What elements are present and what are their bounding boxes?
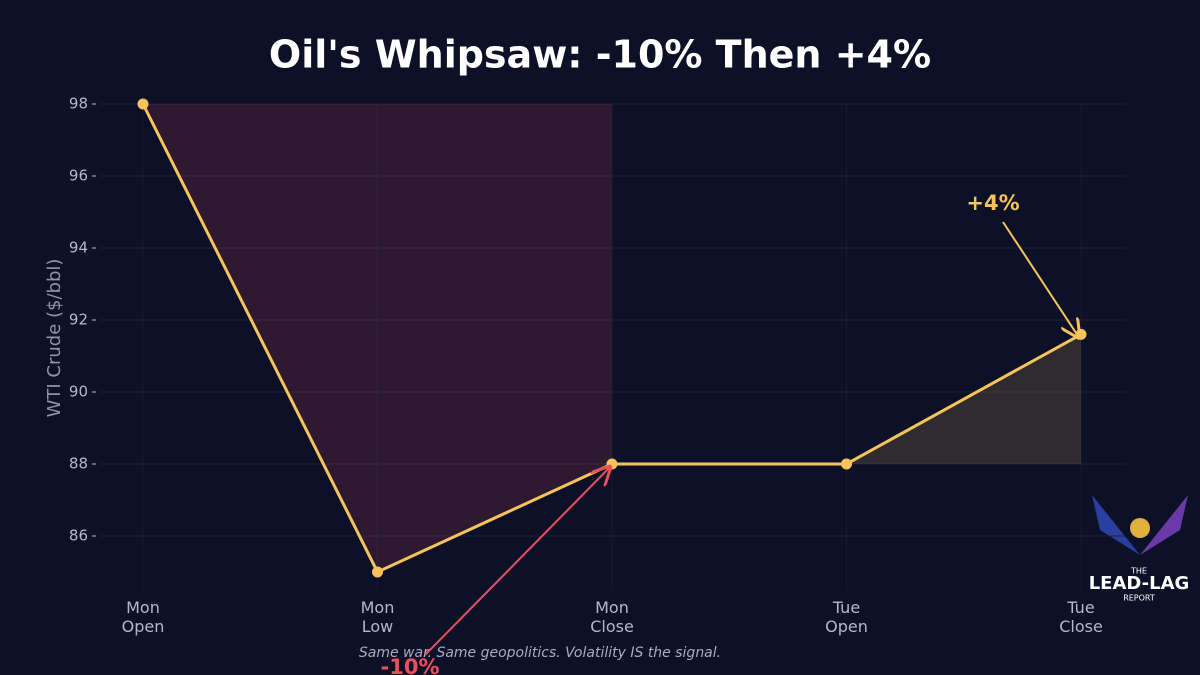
annotation: -10%	[381, 655, 440, 675]
y-tick-label: 96	[69, 167, 88, 185]
y-tick-label: 88	[69, 455, 88, 473]
logo-wing	[1140, 495, 1188, 555]
y-tick-label: 98	[69, 95, 88, 113]
logo-text: THE	[1130, 567, 1147, 576]
point	[841, 458, 852, 470]
footnote: Same war. Same geopolitics. Volatility I…	[359, 645, 721, 661]
logo-wing	[1092, 495, 1140, 555]
x-tick-label: Tue Close	[1059, 598, 1103, 636]
y-tick-label: 86	[69, 527, 88, 545]
logo-text: REPORT	[1123, 594, 1155, 603]
y-axis-label: WTI Crude ($/bbl)	[44, 259, 65, 418]
annotation-arrow	[1002, 221, 1079, 337]
point	[372, 566, 383, 578]
chart-title: Oil's Whipsaw: -10% Then +4%	[269, 33, 931, 77]
x-tick-label: Mon Open	[121, 598, 165, 636]
x-tick-label: Mon Close	[590, 598, 634, 636]
y-tick-label: 92	[69, 311, 88, 329]
x-tick-label: Tue Open	[825, 598, 868, 636]
point	[137, 98, 149, 110]
logo-head	[1130, 518, 1150, 538]
x-tick-label: Mon Low	[360, 598, 395, 636]
y-tick-label: 94	[69, 239, 88, 257]
drawdown-area	[143, 104, 612, 572]
logo-text: LEAD-LAG	[1089, 573, 1190, 594]
y-tick-label: 90	[69, 383, 88, 401]
annotation: +4%	[966, 191, 1019, 215]
annotation-arrow	[424, 467, 610, 656]
logo: THE LEAD-LAG REPORT	[1089, 495, 1190, 603]
